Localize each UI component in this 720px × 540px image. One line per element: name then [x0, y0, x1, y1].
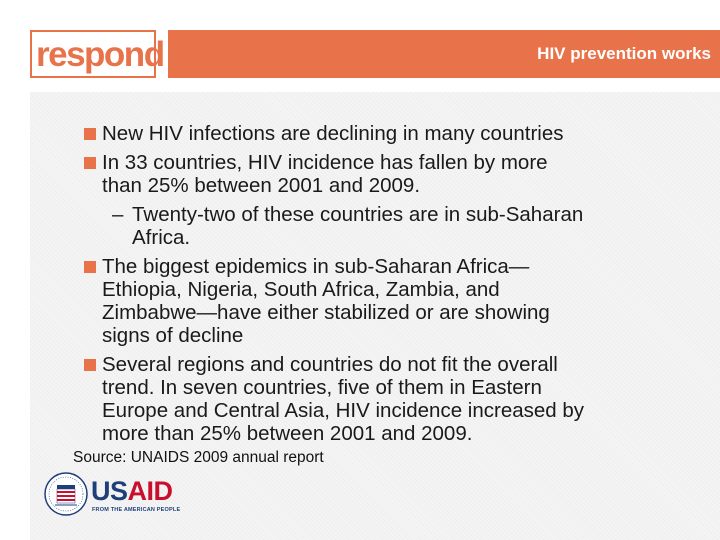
sub-bullet-item: – Twenty-two of these countries are in s…	[30, 203, 720, 249]
bullet-item: The biggest epidemics in sub-Saharan Afr…	[30, 255, 720, 347]
bullet-marker-icon	[84, 157, 96, 169]
bullet-line: Africa.	[132, 226, 191, 249]
slide-title: HIV prevention works	[537, 44, 711, 63]
source-citation: Source: UNAIDS 2009 annual report	[73, 449, 324, 466]
bullet-line: In 33 countries, HIV incidence has falle…	[102, 151, 548, 174]
logo-wordmark: respond	[36, 35, 165, 74]
bullet-marker-icon	[84, 359, 96, 371]
bullet-line: trend. In seven countries, five of them …	[102, 376, 542, 399]
bullet-item: New HIV infections are declining in many…	[30, 122, 720, 145]
bullet-line: Twenty-two of these countries are in sub…	[132, 203, 584, 226]
header: respond HIV prevention works	[0, 0, 720, 90]
sub-bullet-dash: –	[112, 203, 124, 226]
bullet-marker-icon	[84, 128, 96, 140]
bullet-line: Zimbabwe—have either stabilized or are s…	[102, 301, 550, 324]
usaid-tagline: FROM THE AMERICAN PEOPLE	[92, 507, 181, 513]
usaid-logo: USAID FROM THE AMERICAN PEOPLE	[44, 472, 184, 522]
bullet-line: than 25% between 2001 and 2009.	[102, 174, 421, 197]
title-bar: HIV prevention works	[168, 30, 720, 78]
bullet-line: Ethiopia, Nigeria, South Africa, Zambia,…	[102, 278, 500, 301]
slide-content: New HIV infections are declining in many…	[30, 92, 720, 540]
usaid-seal-icon	[44, 472, 88, 516]
usaid-wordmark: USAID	[91, 476, 173, 506]
bullet-line: New HIV infections are declining in many…	[102, 122, 564, 145]
bullet-item: Several regions and countries do not fit…	[30, 353, 720, 445]
bullet-line: signs of decline	[102, 324, 244, 347]
bullet-line: Europe and Central Asia, HIV incidence i…	[102, 399, 585, 422]
bullet-list: New HIV infections are declining in many…	[30, 122, 720, 445]
bullet-line: The biggest epidemics in sub-Saharan Afr…	[102, 255, 530, 278]
bullet-line: Several regions and countries do not fit…	[102, 353, 558, 376]
bullet-marker-icon	[84, 261, 96, 273]
bullet-item: In 33 countries, HIV incidence has falle…	[30, 151, 720, 197]
respond-project-logo: respond	[30, 30, 165, 78]
bullet-line: more than 25% between 2001 and 2009.	[102, 422, 473, 445]
